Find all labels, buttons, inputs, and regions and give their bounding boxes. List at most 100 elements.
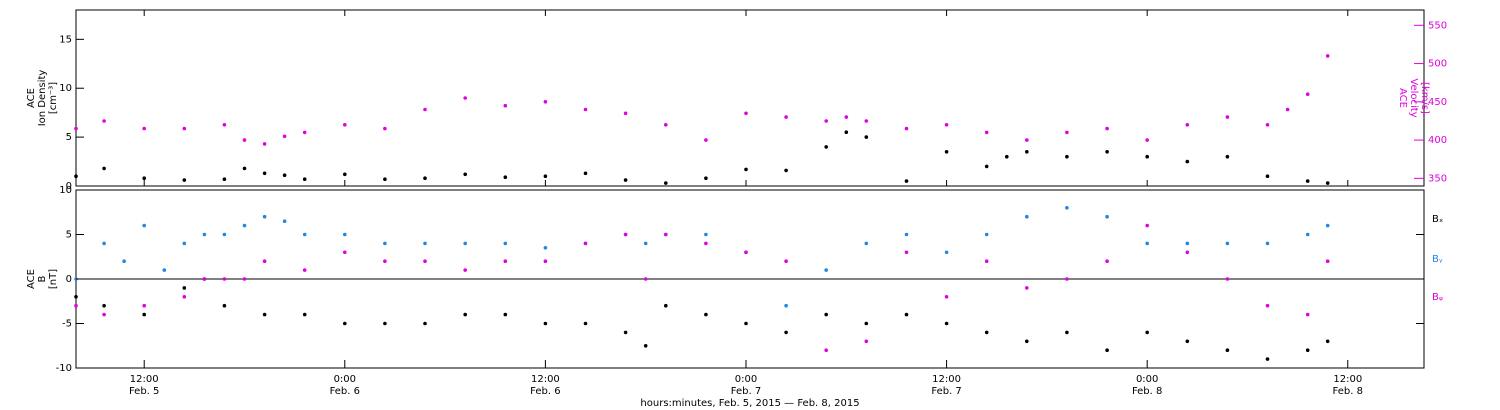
b-axis-label-line2: B xyxy=(37,275,48,282)
by-point xyxy=(1145,241,1149,246)
top-panel-frame xyxy=(75,9,1425,187)
top-series-1-point xyxy=(984,130,989,135)
time-tick-label: 12:00 xyxy=(932,374,961,385)
time-tick-label: 12:00 xyxy=(130,374,159,385)
bz-point xyxy=(1105,259,1109,264)
top-panel-marks xyxy=(74,54,1330,185)
by-point xyxy=(463,241,468,246)
top-series-1-point xyxy=(182,126,187,131)
by-point xyxy=(162,268,167,272)
velocity-axis-label-line2: Velocity xyxy=(1408,78,1419,117)
date-tick-label: Feb. 6 xyxy=(530,386,560,397)
top-series-1-point xyxy=(664,123,668,127)
velocity-tick-label: 500 xyxy=(1428,59,1447,70)
top-series-1-point xyxy=(1105,126,1109,131)
top-series-1-point xyxy=(1285,107,1290,112)
b-tick-label: 0 xyxy=(66,274,72,285)
by-point xyxy=(182,241,187,246)
top-series-0-point xyxy=(383,177,387,181)
top-series-0-point xyxy=(1025,150,1029,154)
top-series-0-point xyxy=(664,181,668,185)
time-tick-label: 0:00 xyxy=(334,374,356,385)
top-series-0-point xyxy=(1145,154,1149,159)
by-point xyxy=(944,250,949,255)
bz-point xyxy=(74,303,78,308)
top-series-0-point xyxy=(1185,159,1190,164)
bz-point xyxy=(302,268,307,272)
bz-point xyxy=(222,277,227,281)
top-series-0-point xyxy=(423,176,427,180)
top-series-1-point xyxy=(704,138,708,142)
top-series-1-point xyxy=(864,119,869,123)
bz-point xyxy=(1325,259,1330,264)
by-point xyxy=(904,232,909,237)
top-series-1-point xyxy=(282,134,287,139)
by-point xyxy=(1105,214,1109,219)
velocity-tick-label: 450 xyxy=(1428,97,1447,108)
top-series-1-point xyxy=(423,107,427,112)
bx-point xyxy=(1065,330,1069,335)
velocity-tick-label: 550 xyxy=(1428,20,1447,31)
by-point xyxy=(503,241,508,246)
bx-point xyxy=(864,321,869,326)
bx-point xyxy=(904,312,909,317)
bx-point xyxy=(222,303,227,308)
bz-point xyxy=(262,259,267,264)
top-series-1-point xyxy=(784,115,788,119)
top-series-0-point xyxy=(262,171,267,176)
velocity-tick-label: 400 xyxy=(1428,135,1447,146)
date-tick-label: Feb. 7 xyxy=(731,386,761,397)
by-point xyxy=(1225,241,1230,246)
velocity-axis: 350 400 450 500 550 xyxy=(1414,20,1447,184)
bx-point xyxy=(1025,339,1029,344)
bottom-panel-marks xyxy=(74,206,1330,361)
legend-bz: Bᵩ xyxy=(1432,292,1443,303)
by-point xyxy=(202,232,207,237)
by-point xyxy=(824,268,828,272)
bz-point xyxy=(1225,277,1230,281)
bz-point xyxy=(984,259,989,264)
top-series-1-point xyxy=(583,107,588,112)
b-tick-label: 5 xyxy=(66,230,72,241)
top-series-0-point xyxy=(142,176,146,180)
time-tick-label: 0:00 xyxy=(1136,374,1158,385)
top-series-1-point xyxy=(142,126,146,131)
bz-point xyxy=(704,241,708,246)
top-series-0-point xyxy=(744,167,748,172)
bz-point xyxy=(202,277,207,281)
velocity-axis-label-line3: [km/s] xyxy=(1419,82,1430,114)
bz-point xyxy=(1265,303,1270,308)
by-point xyxy=(302,232,307,237)
top-series-1-point xyxy=(222,123,227,127)
top-series-1-point xyxy=(944,123,949,127)
bx-point xyxy=(1305,348,1310,353)
top-series-1-point xyxy=(1225,115,1230,119)
bx-point xyxy=(383,321,387,326)
bx-point xyxy=(302,312,307,317)
bx-point xyxy=(784,330,788,335)
bz-point xyxy=(904,250,909,255)
bz-point xyxy=(503,259,508,264)
b-tick-label: -10 xyxy=(56,363,72,374)
date-tick-label: Feb. 6 xyxy=(330,386,360,397)
date-tick-label: Feb. 8 xyxy=(1132,386,1162,397)
bz-point xyxy=(643,277,648,281)
density-axis-label-line3: [cm⁻³] xyxy=(48,82,59,114)
top-series-0-point xyxy=(1105,150,1109,154)
date-tick-label: Feb. 8 xyxy=(1333,386,1363,397)
by-point xyxy=(1025,214,1029,219)
by-point xyxy=(1065,206,1069,210)
bx-point xyxy=(343,321,347,326)
bz-point xyxy=(1025,286,1029,290)
bx-point xyxy=(423,321,427,326)
top-series-0-point xyxy=(583,171,588,176)
top-series-1-point xyxy=(463,96,468,100)
bz-point xyxy=(784,259,788,264)
top-series-1-point xyxy=(383,126,387,131)
bx-point xyxy=(1185,339,1190,344)
top-series-1-point xyxy=(74,126,78,131)
top-series-0-point xyxy=(984,164,989,169)
velocity-tick-label: 350 xyxy=(1428,173,1447,184)
top-series-1-point xyxy=(503,103,508,108)
top-series-0-point xyxy=(302,177,307,181)
